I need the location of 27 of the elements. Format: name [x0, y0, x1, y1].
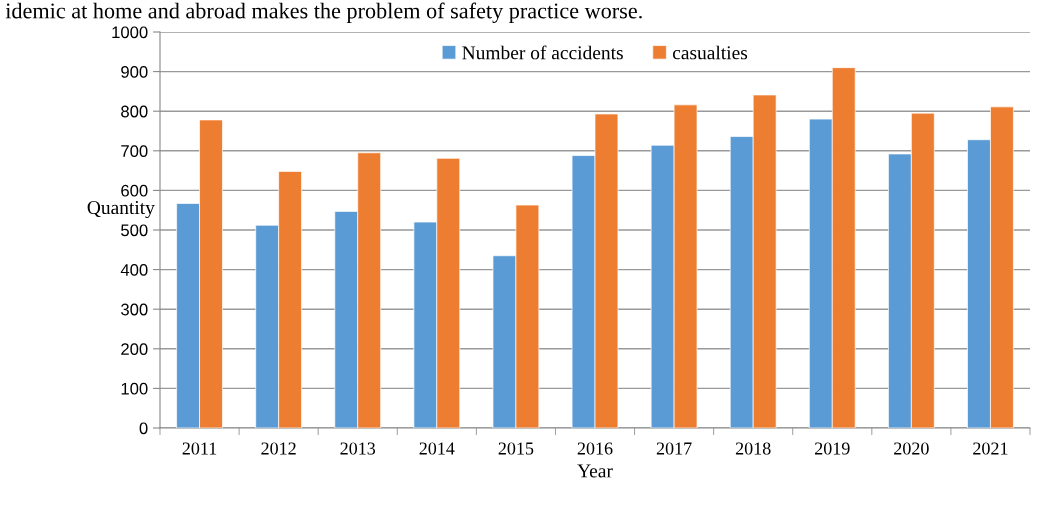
x-tick-label: 2016 — [577, 442, 613, 455]
x-tick-label: 2011 — [182, 442, 217, 455]
y-axis-title: Quantity — [87, 201, 155, 219]
y-tick-label: 900 — [121, 66, 148, 78]
y-tick-label: 0 — [139, 422, 148, 435]
legend-label: Number of accidents — [462, 45, 623, 60]
x-axis-title: Year — [577, 464, 613, 478]
y-tick-label: 500 — [121, 224, 148, 237]
x-tick-label: 2014 — [419, 442, 455, 455]
x-tick-label: 2015 — [498, 442, 534, 455]
x-tick-label: 2012 — [261, 442, 296, 455]
y-tick-label: 700 — [121, 145, 148, 157]
x-tick-label: 2019 — [815, 442, 850, 455]
y-tick-label: 800 — [121, 105, 148, 118]
x-tick-label: 2013 — [340, 442, 376, 455]
y-tick-label: 400 — [120, 264, 148, 276]
y-tick-label: 300 — [121, 303, 148, 316]
y-tick-label: 200 — [121, 343, 148, 355]
x-tick-label: 2020 — [894, 442, 929, 455]
y-tick-label: 1000 — [112, 26, 148, 39]
legend-label: casualties — [672, 45, 748, 60]
x-tick-label: 2018 — [735, 442, 771, 455]
text: idemic at home and abroad makes the problem of safety practice worse. — [5, 2, 642, 23]
y-tick-label: 100 — [121, 382, 148, 395]
x-tick-label: 2021 — [973, 442, 1008, 455]
y-tick-label: 600 — [121, 184, 148, 197]
x-tick-label: 2017 — [656, 442, 692, 455]
